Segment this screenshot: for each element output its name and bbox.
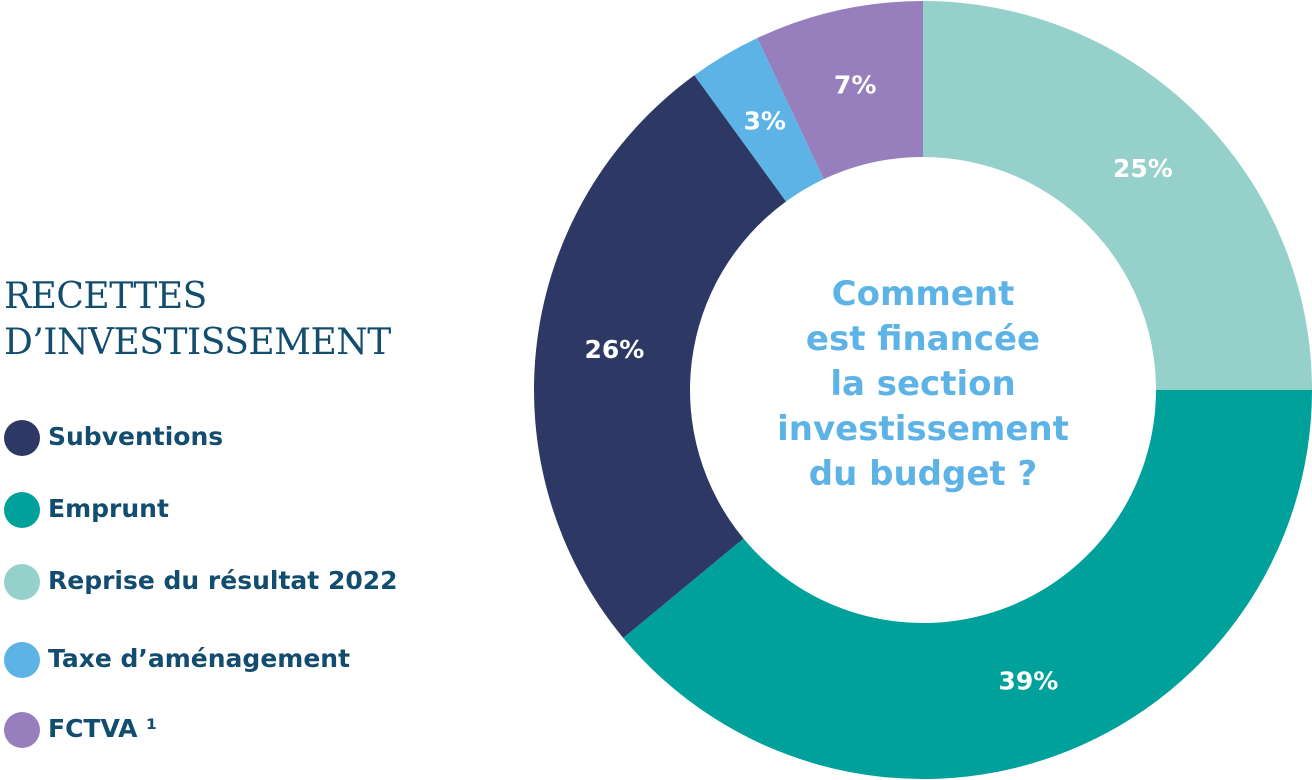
slice	[694, 38, 824, 202]
legend-label: Taxe d’aménagement	[48, 644, 350, 673]
slice	[923, 1, 1312, 390]
value-label: 39%	[998, 667, 1058, 696]
slice	[534, 75, 787, 638]
legend-label: Subventions	[48, 422, 223, 451]
legend-swatch	[4, 712, 40, 748]
value-label: 3%	[743, 106, 785, 135]
value-label: 25%	[1113, 154, 1173, 183]
legend-swatch	[4, 420, 40, 456]
title-line: RECETTES	[4, 276, 207, 317]
legend-swatch	[4, 564, 40, 600]
value-label: 26%	[585, 335, 645, 364]
legend-swatch	[4, 492, 40, 528]
value-label: 7%	[834, 70, 876, 99]
center-line: est financée	[805, 319, 1041, 359]
center-line: investissement	[777, 409, 1069, 449]
center-line: la section	[830, 364, 1016, 404]
slice	[623, 390, 1312, 780]
legend-label: Emprunt	[48, 494, 169, 523]
center-text: Comment est financée la section investissem…	[723, 272, 1123, 497]
legend-label: Reprise du résultat 2022	[48, 566, 398, 595]
slice	[757, 0, 923, 180]
chart-title: RECETTES D’INVESTISSEMENT	[4, 274, 391, 366]
title-line: D’INVESTISSEMENT	[4, 322, 391, 363]
legend-label: FCTVA ¹	[48, 714, 157, 743]
legend-swatch	[4, 642, 40, 678]
center-line: Comment	[831, 274, 1015, 314]
center-line: du budget ?	[808, 454, 1038, 494]
